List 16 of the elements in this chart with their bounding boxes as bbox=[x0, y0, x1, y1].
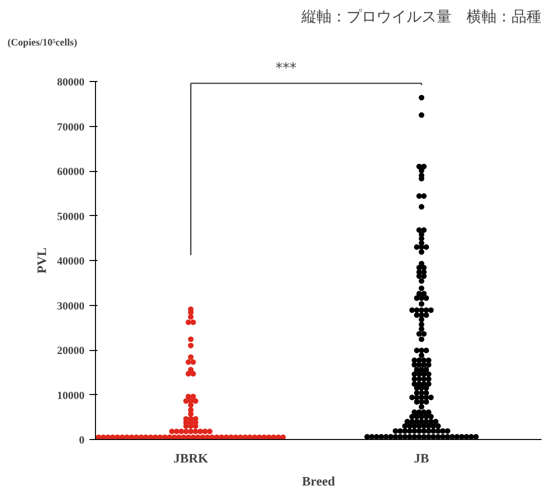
y-tick-label: 10000 bbox=[57, 390, 85, 402]
x-tick-label: JBRK bbox=[173, 450, 210, 466]
y-axis-title: PVL bbox=[34, 247, 49, 274]
y-tick-label: 80000 bbox=[57, 76, 85, 88]
text: (Copies/10⁵cells) bbox=[8, 38, 78, 48]
y-tick-label: 0 bbox=[79, 434, 85, 446]
y-tick-label: 70000 bbox=[57, 121, 85, 134]
x-tick-label: JB bbox=[414, 450, 430, 466]
chart-title: 縦軸：プロウイルス量 横軸：品種 bbox=[300, 8, 542, 26]
y-tick-label: 60000 bbox=[57, 166, 85, 178]
y-tick-label: 50000 bbox=[57, 210, 85, 223]
x-axis-title: Breed bbox=[302, 474, 336, 488]
y-tick-label: 20000 bbox=[57, 345, 85, 357]
text: *** bbox=[276, 60, 296, 76]
y-tick-label: 30000 bbox=[57, 300, 85, 312]
y-tick-label: 40000 bbox=[57, 256, 85, 268]
